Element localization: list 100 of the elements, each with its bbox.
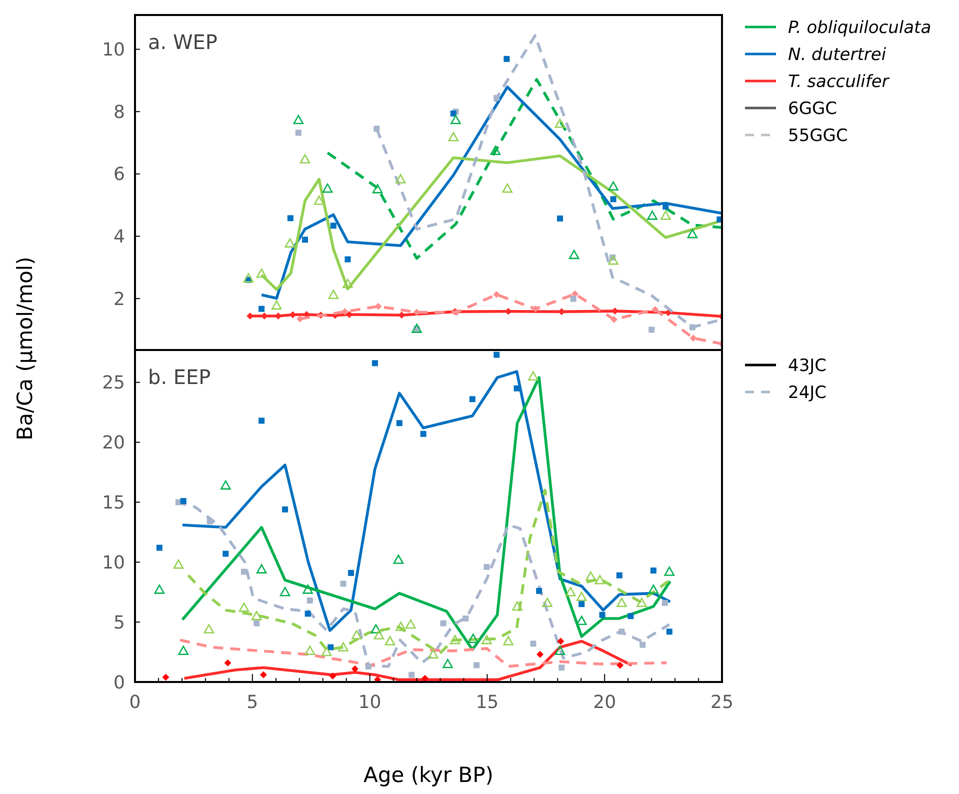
point	[395, 174, 406, 184]
point	[243, 273, 254, 282]
point	[280, 586, 290, 596]
point	[482, 634, 492, 644]
point	[494, 94, 500, 101]
x-tick-label: 0	[129, 692, 141, 713]
y-tick-label: 0	[114, 672, 125, 694]
point	[557, 638, 564, 645]
point	[329, 672, 336, 680]
point	[156, 544, 162, 551]
point	[302, 236, 308, 243]
point	[220, 480, 231, 490]
line-series	[260, 86, 722, 300]
point	[240, 568, 247, 575]
point	[304, 646, 316, 655]
point	[365, 663, 372, 670]
point	[462, 615, 469, 622]
point	[636, 598, 647, 608]
point	[374, 630, 384, 640]
point	[314, 196, 324, 205]
point	[180, 498, 186, 504]
point	[514, 385, 520, 392]
point	[296, 315, 304, 322]
point	[238, 602, 250, 612]
point	[648, 584, 659, 594]
y-tick-label: 4	[114, 226, 125, 248]
point	[304, 610, 311, 617]
point	[474, 662, 480, 668]
y-tick-label: 15	[102, 492, 125, 514]
point	[322, 183, 333, 193]
point	[421, 674, 428, 682]
point	[504, 56, 510, 62]
x-tick-label: 5	[246, 692, 258, 713]
line-series	[186, 488, 670, 655]
point	[342, 278, 353, 288]
point	[300, 154, 310, 164]
point	[554, 646, 566, 655]
point	[576, 592, 587, 602]
point	[616, 598, 627, 608]
point	[321, 646, 332, 656]
point	[608, 255, 618, 265]
point	[618, 628, 625, 635]
point	[341, 308, 348, 316]
point	[374, 302, 382, 310]
point	[484, 564, 490, 570]
point	[558, 664, 565, 671]
point	[154, 584, 165, 594]
x-axis-title: Age (kyr BP)	[364, 763, 494, 787]
point	[287, 215, 294, 222]
point	[468, 634, 478, 643]
point	[628, 613, 634, 620]
point	[690, 334, 697, 342]
point	[406, 619, 416, 629]
point	[352, 630, 362, 640]
point	[396, 420, 402, 426]
text: a. WEP	[148, 30, 218, 54]
x-tick-label: 20	[593, 692, 616, 713]
y-tick-label: 2	[114, 288, 125, 310]
point	[330, 222, 336, 229]
point	[494, 352, 500, 358]
point	[512, 601, 522, 611]
point	[328, 644, 334, 650]
point	[542, 598, 552, 608]
point	[493, 291, 500, 298]
legend-label: N. dutertrei	[788, 44, 886, 65]
point	[450, 110, 456, 116]
point	[448, 132, 459, 142]
point	[224, 659, 232, 666]
point	[222, 550, 229, 557]
point	[554, 118, 566, 128]
point	[608, 181, 618, 191]
line-series	[326, 78, 722, 260]
point	[344, 256, 351, 262]
point	[284, 238, 296, 248]
point	[530, 640, 536, 647]
point	[572, 290, 579, 298]
y-tick-label: 20	[102, 432, 125, 454]
point	[536, 650, 544, 658]
point	[660, 210, 671, 220]
point	[594, 574, 606, 584]
point	[306, 598, 313, 604]
point	[647, 210, 658, 220]
point	[274, 312, 282, 320]
point	[687, 228, 698, 238]
line-series	[178, 638, 668, 668]
y-tick-label: 25	[102, 372, 125, 394]
point	[565, 586, 576, 596]
point	[271, 300, 282, 310]
point	[295, 130, 302, 136]
x-tick-label: 25	[710, 692, 734, 713]
point	[328, 290, 339, 299]
point	[469, 396, 476, 402]
point	[206, 518, 213, 524]
point	[576, 616, 587, 626]
y-axis-title: Ba/Ca (µmol/mol)	[13, 256, 37, 440]
point	[258, 418, 265, 424]
point	[689, 324, 696, 330]
point	[556, 215, 563, 222]
point	[650, 568, 656, 574]
y-tick-label: 10	[102, 552, 125, 574]
